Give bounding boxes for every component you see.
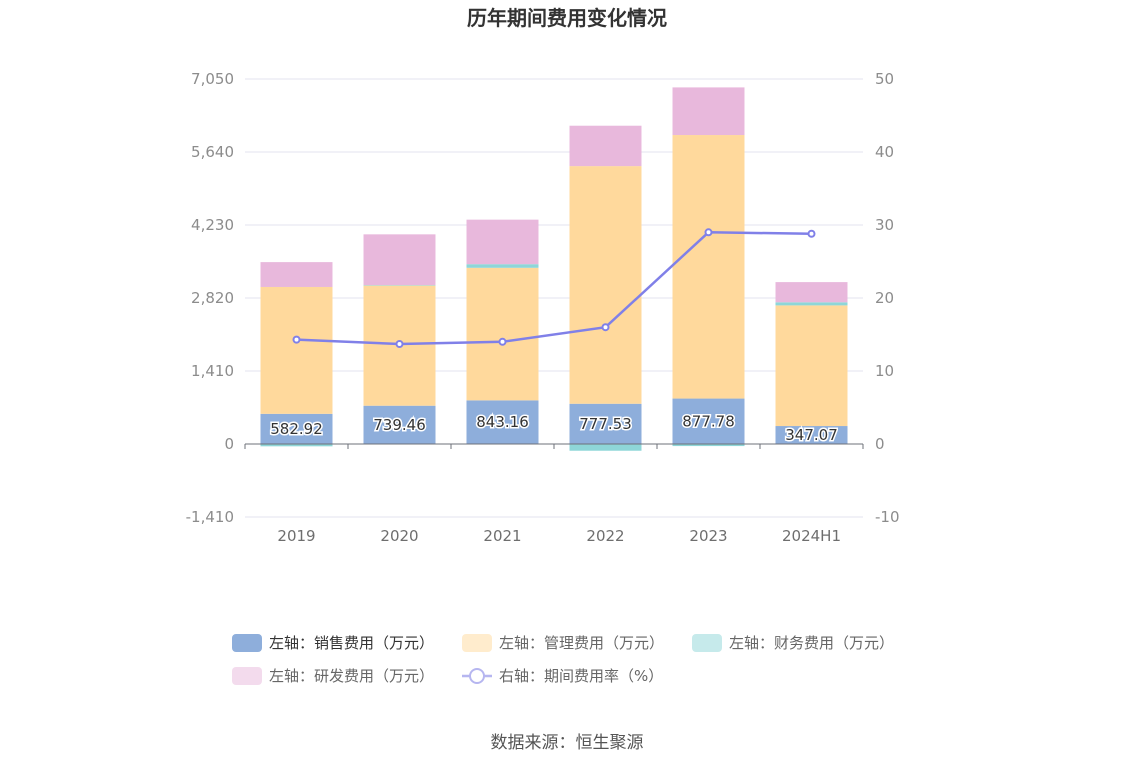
bar-segment-1-2024H1[interactable] bbox=[775, 305, 848, 427]
bar-segment-0-2023[interactable] bbox=[672, 398, 745, 444]
legend-label: 右轴：期间费用率（%） bbox=[499, 667, 663, 685]
x-tick-label: 2020 bbox=[380, 527, 418, 545]
bar-segment-3-2020[interactable] bbox=[363, 234, 436, 286]
left-tick-label: 1,410 bbox=[191, 362, 234, 380]
right-tick-label: 30 bbox=[875, 216, 894, 234]
left-tick-label: 7,050 bbox=[191, 70, 234, 88]
legend-label: 左轴：管理费用（万元） bbox=[499, 634, 664, 652]
legend-swatch bbox=[692, 634, 722, 652]
legend-swatch bbox=[462, 634, 492, 652]
bar-segment-2-2024H1[interactable] bbox=[775, 302, 848, 306]
right-tick-label: 50 bbox=[875, 70, 894, 88]
right-tick-label: 20 bbox=[875, 289, 894, 307]
bar-segment-2-2021[interactable] bbox=[466, 264, 539, 268]
legend-item-2[interactable]: 左轴：财务费用（万元） bbox=[692, 634, 894, 652]
rate-line bbox=[292, 228, 816, 348]
bar-segment-0-2022[interactable] bbox=[569, 403, 642, 444]
rate-point-2022[interactable] bbox=[601, 323, 610, 332]
rate-point-2024H1[interactable] bbox=[807, 229, 816, 238]
x-axis: 2019 2020 2021 2022 2023 2024H1 bbox=[244, 443, 864, 545]
gridlines bbox=[245, 78, 863, 518]
bar-segment-3-2024H1[interactable] bbox=[775, 282, 848, 303]
left-axis: 7,050 5,640 4,230 2,820 1,410 0 -1,410 bbox=[186, 70, 234, 526]
sales-value-label: 582.92 bbox=[270, 420, 323, 438]
rate-line-path bbox=[296, 231, 812, 346]
left-tick-label: 4,230 bbox=[191, 216, 234, 234]
bar-segment-3-2019[interactable] bbox=[260, 262, 333, 287]
rate-point-2023[interactable] bbox=[704, 228, 713, 237]
bar-segment-2-2020[interactable] bbox=[363, 285, 436, 286]
right-tick-label: 40 bbox=[875, 143, 894, 161]
source-note: 数据来源：恒生聚源 bbox=[491, 733, 644, 753]
bar-segment-2-2019[interactable] bbox=[260, 444, 333, 447]
right-tick-label: 0 bbox=[875, 435, 885, 453]
left-tick-label: -1,410 bbox=[186, 508, 234, 526]
bar-segment-0-2020[interactable] bbox=[363, 405, 436, 444]
left-tick-label: 2,820 bbox=[191, 289, 234, 307]
sales-value-label: 843.16 bbox=[476, 413, 529, 431]
legend-label: 左轴：销售费用（万元） bbox=[269, 634, 434, 652]
legend[interactable]: 左轴：销售费用（万元） 左轴：管理费用（万元） 左轴：财务费用（万元） 左轴：研发费用… bbox=[232, 634, 894, 685]
bar-segment-1-2019[interactable] bbox=[260, 286, 333, 414]
x-tick-label: 2021 bbox=[483, 527, 521, 545]
bar-segment-3-2023[interactable] bbox=[672, 87, 745, 136]
sales-value-label: 347.07 bbox=[785, 426, 838, 444]
data-labels: 582.92 739.46 843.16 777.53 877.78 347.07 bbox=[269, 411, 840, 446]
bar-segment-0-2024H1[interactable] bbox=[775, 426, 848, 444]
sales-value-label: 877.78 bbox=[682, 412, 735, 430]
bar-segment-1-2022[interactable] bbox=[569, 166, 642, 404]
bar-segment-0-2019[interactable] bbox=[260, 413, 333, 444]
left-tick-label: 5,640 bbox=[191, 143, 234, 161]
legend-label: 左轴：研发费用（万元） bbox=[269, 667, 434, 685]
sales-value-label: 739.46 bbox=[373, 416, 426, 434]
bars bbox=[260, 87, 848, 451]
legend-item-1[interactable]: 左轴：管理费用（万元） bbox=[462, 634, 664, 652]
legend-swatch bbox=[232, 634, 262, 652]
x-tick-label: 2019 bbox=[277, 527, 315, 545]
bar-segment-1-2021[interactable] bbox=[466, 267, 539, 401]
bar-segment-2-2022[interactable] bbox=[569, 444, 642, 451]
x-tick-label: 2022 bbox=[586, 527, 624, 545]
bar-segment-0-2021[interactable] bbox=[466, 400, 539, 444]
legend-label: 左轴：财务费用（万元） bbox=[729, 634, 894, 652]
right-tick-label: 10 bbox=[875, 362, 894, 380]
rate-point-2020[interactable] bbox=[395, 339, 404, 348]
legend-item-4[interactable]: 右轴：期间费用率（%） bbox=[462, 667, 663, 685]
x-tick-label: 2024H1 bbox=[782, 527, 841, 545]
bar-segment-2-2023[interactable] bbox=[672, 444, 745, 447]
bar-segment-1-2023[interactable] bbox=[672, 135, 745, 399]
legend-item-0[interactable]: 左轴：销售费用（万元） bbox=[232, 634, 434, 652]
rate-point-2019[interactable] bbox=[292, 335, 301, 344]
sales-value-label: 777.53 bbox=[579, 415, 632, 433]
right-tick-label: -10 bbox=[875, 508, 900, 526]
legend-item-3[interactable]: 左轴：研发费用（万元） bbox=[232, 667, 434, 685]
rate-point-2021[interactable] bbox=[498, 337, 507, 346]
right-axis: 50 40 30 20 10 0 -10 bbox=[875, 70, 900, 526]
chart-title: 历年期间费用变化情况 bbox=[467, 6, 667, 30]
legend-swatch bbox=[232, 667, 262, 685]
bar-segment-3-2022[interactable] bbox=[569, 125, 642, 167]
left-tick-label: 0 bbox=[224, 435, 234, 453]
legend-marker-swatch bbox=[469, 668, 485, 684]
x-tick-label: 2023 bbox=[689, 527, 727, 545]
bar-segment-3-2021[interactable] bbox=[466, 219, 539, 265]
